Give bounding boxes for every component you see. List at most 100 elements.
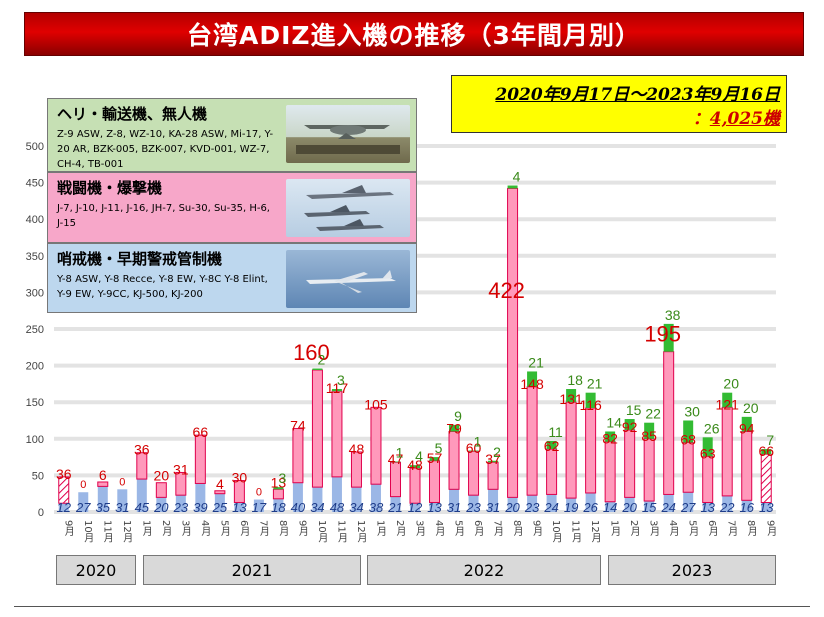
- data-labels: 1236270356310453620202331396625413301701…: [56, 169, 774, 515]
- x-tick-label: 9月: [296, 520, 308, 537]
- bar-patrol: [722, 495, 733, 512]
- x-tick-label: 10月: [82, 520, 94, 544]
- bar-fighter: [565, 401, 577, 499]
- data-label-heli: 20: [723, 376, 739, 392]
- data-label-patrol: 39: [193, 500, 207, 515]
- bar-heli: [605, 431, 616, 442]
- data-label-fighter: 31: [173, 461, 189, 477]
- bar-fighter: [58, 476, 70, 504]
- x-tick-label: 11月: [101, 520, 113, 544]
- data-label-fighter: 131: [559, 391, 583, 407]
- bar-fighter: [194, 434, 206, 484]
- bar-fighter: [741, 430, 753, 501]
- y-axis-ticks: 0 50 100 150 200 250 300 350 400 450 500: [26, 141, 44, 519]
- x-tick-label: 6月: [706, 520, 718, 537]
- x-tick-label: 6月: [472, 520, 484, 537]
- x-tick-label: 10月: [550, 520, 562, 544]
- legend-patrol-aew: 哨戒機・早期警戒管制機 Y-8 ASW, Y-8 Recce, Y-8 EW, …: [47, 243, 417, 313]
- bar-heli: [546, 440, 557, 450]
- y-tick-label: 200: [26, 361, 44, 373]
- data-label-fighter: 20: [154, 468, 170, 484]
- bar-patrol: [331, 476, 342, 512]
- bar-fighter: [136, 452, 148, 480]
- bar-heli: [566, 389, 577, 403]
- data-label-patrol: 21: [387, 500, 402, 515]
- year-2020: 2020: [56, 555, 136, 585]
- data-label-heli: 2: [318, 352, 326, 368]
- data-label-patrol: 15: [642, 500, 657, 515]
- data-label-fighter: 121: [716, 396, 740, 412]
- bar-patrol: [566, 498, 577, 512]
- bar-heli: [741, 416, 752, 432]
- data-label-patrol: 13: [759, 500, 774, 515]
- data-label-patrol: 27: [75, 500, 91, 515]
- data-label-fighter: 94: [739, 420, 755, 436]
- patrol-silhouette-icon: [306, 270, 396, 293]
- legend-patrol-label: 哨戒機・早期警戒管制機: [57, 250, 223, 268]
- data-label-heli: 3: [279, 470, 287, 486]
- bar-patrol: [117, 489, 128, 512]
- data-label-heli: 26: [704, 420, 720, 436]
- x-tick-label: 12月: [355, 520, 367, 544]
- chart-title-bar: 台湾ADIZ進入機の推移（3年間月別）: [24, 12, 804, 56]
- data-label-patrol: 45: [135, 500, 150, 515]
- bar-heli: [331, 389, 342, 392]
- data-label-heli: 4: [513, 169, 521, 185]
- data-label-fighter: 57: [427, 450, 443, 466]
- bar-fighter: [175, 471, 187, 496]
- bar-patrol: [624, 497, 635, 512]
- y-tick-label: 300: [26, 287, 44, 299]
- period-range: 2020年9月17日～2023年9月16日: [495, 85, 780, 105]
- bar-heli: [488, 460, 499, 463]
- bar-heli: [468, 450, 479, 452]
- data-label-heli: 15: [626, 402, 642, 418]
- bar-fighter: [429, 460, 441, 503]
- data-label-fighter: 85: [641, 428, 657, 444]
- x-tick-label: 12月: [589, 520, 601, 544]
- data-label-fighter: 422: [488, 278, 525, 303]
- patrol-aircraft-photo-icon: [286, 250, 410, 308]
- data-label-fighter: 105: [364, 396, 388, 412]
- bar-heli: [624, 419, 635, 431]
- bar-patrol: [449, 489, 460, 512]
- x-tick-label: 2月: [394, 520, 406, 537]
- bar-patrol: [234, 502, 245, 512]
- bar-patrol: [156, 497, 167, 512]
- x-tick-label: 1月: [374, 520, 386, 537]
- data-label-patrol: 34: [310, 500, 324, 515]
- bar-patrol: [292, 482, 303, 512]
- data-label-heli: 5: [435, 440, 443, 456]
- data-label-patrol: 20: [504, 500, 520, 515]
- x-tick-label: 1月: [609, 520, 621, 537]
- bar-fighter: [214, 490, 226, 495]
- legend-fighter-bomber: 戦闘機・爆撃機 J-7, J-10, J-11, J-16, JH-7, Su-…: [47, 172, 417, 243]
- bar-fighter: [389, 461, 401, 498]
- data-label-heli: 3: [337, 372, 345, 388]
- data-label-patrol: 13: [232, 500, 247, 515]
- bar-patrol: [761, 502, 772, 512]
- data-label-fighter: 0: [256, 487, 262, 499]
- bar-fighter: [702, 455, 714, 503]
- legend-heli-models: Z-9 ASW, Z-8, WZ-10, KA-28 ASW, Mi-17, Y…: [57, 129, 274, 170]
- bar-patrol: [468, 495, 479, 512]
- bar-patrol: [175, 495, 186, 512]
- bar-fighter: [507, 187, 519, 498]
- data-label-fighter: 6: [99, 467, 107, 483]
- bar-patrol: [644, 501, 655, 512]
- data-label-patrol: 26: [582, 500, 598, 515]
- data-label-patrol: 17: [252, 500, 267, 515]
- x-tick-label: 9月: [62, 520, 74, 537]
- bar-patrol: [546, 494, 557, 512]
- bar-fighter: [643, 438, 655, 502]
- period-total: ：4,025機: [693, 104, 780, 129]
- bar-patrol: [58, 503, 69, 512]
- data-label-patrol: 38: [369, 500, 384, 515]
- y-tick-label: 0: [38, 507, 44, 519]
- data-label-patrol: 24: [543, 500, 558, 515]
- data-label-heli: 4: [415, 448, 423, 464]
- bar-heli: [527, 371, 538, 387]
- data-label-heli: 1: [396, 444, 404, 460]
- bar-patrol: [351, 487, 362, 512]
- bar-patrol: [78, 492, 89, 512]
- y-tick-label: 150: [26, 397, 44, 409]
